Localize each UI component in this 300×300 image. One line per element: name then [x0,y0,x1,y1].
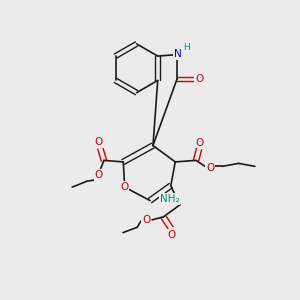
Text: O: O [168,230,176,240]
Text: O: O [95,137,103,147]
Text: O: O [142,215,150,225]
Text: O: O [95,170,103,180]
Text: O: O [206,163,214,173]
Text: O: O [120,182,128,192]
Text: O: O [195,74,203,84]
Text: O: O [196,138,204,148]
Text: N: N [174,49,182,59]
Text: NH₂: NH₂ [160,194,179,204]
Text: H: H [183,43,190,52]
